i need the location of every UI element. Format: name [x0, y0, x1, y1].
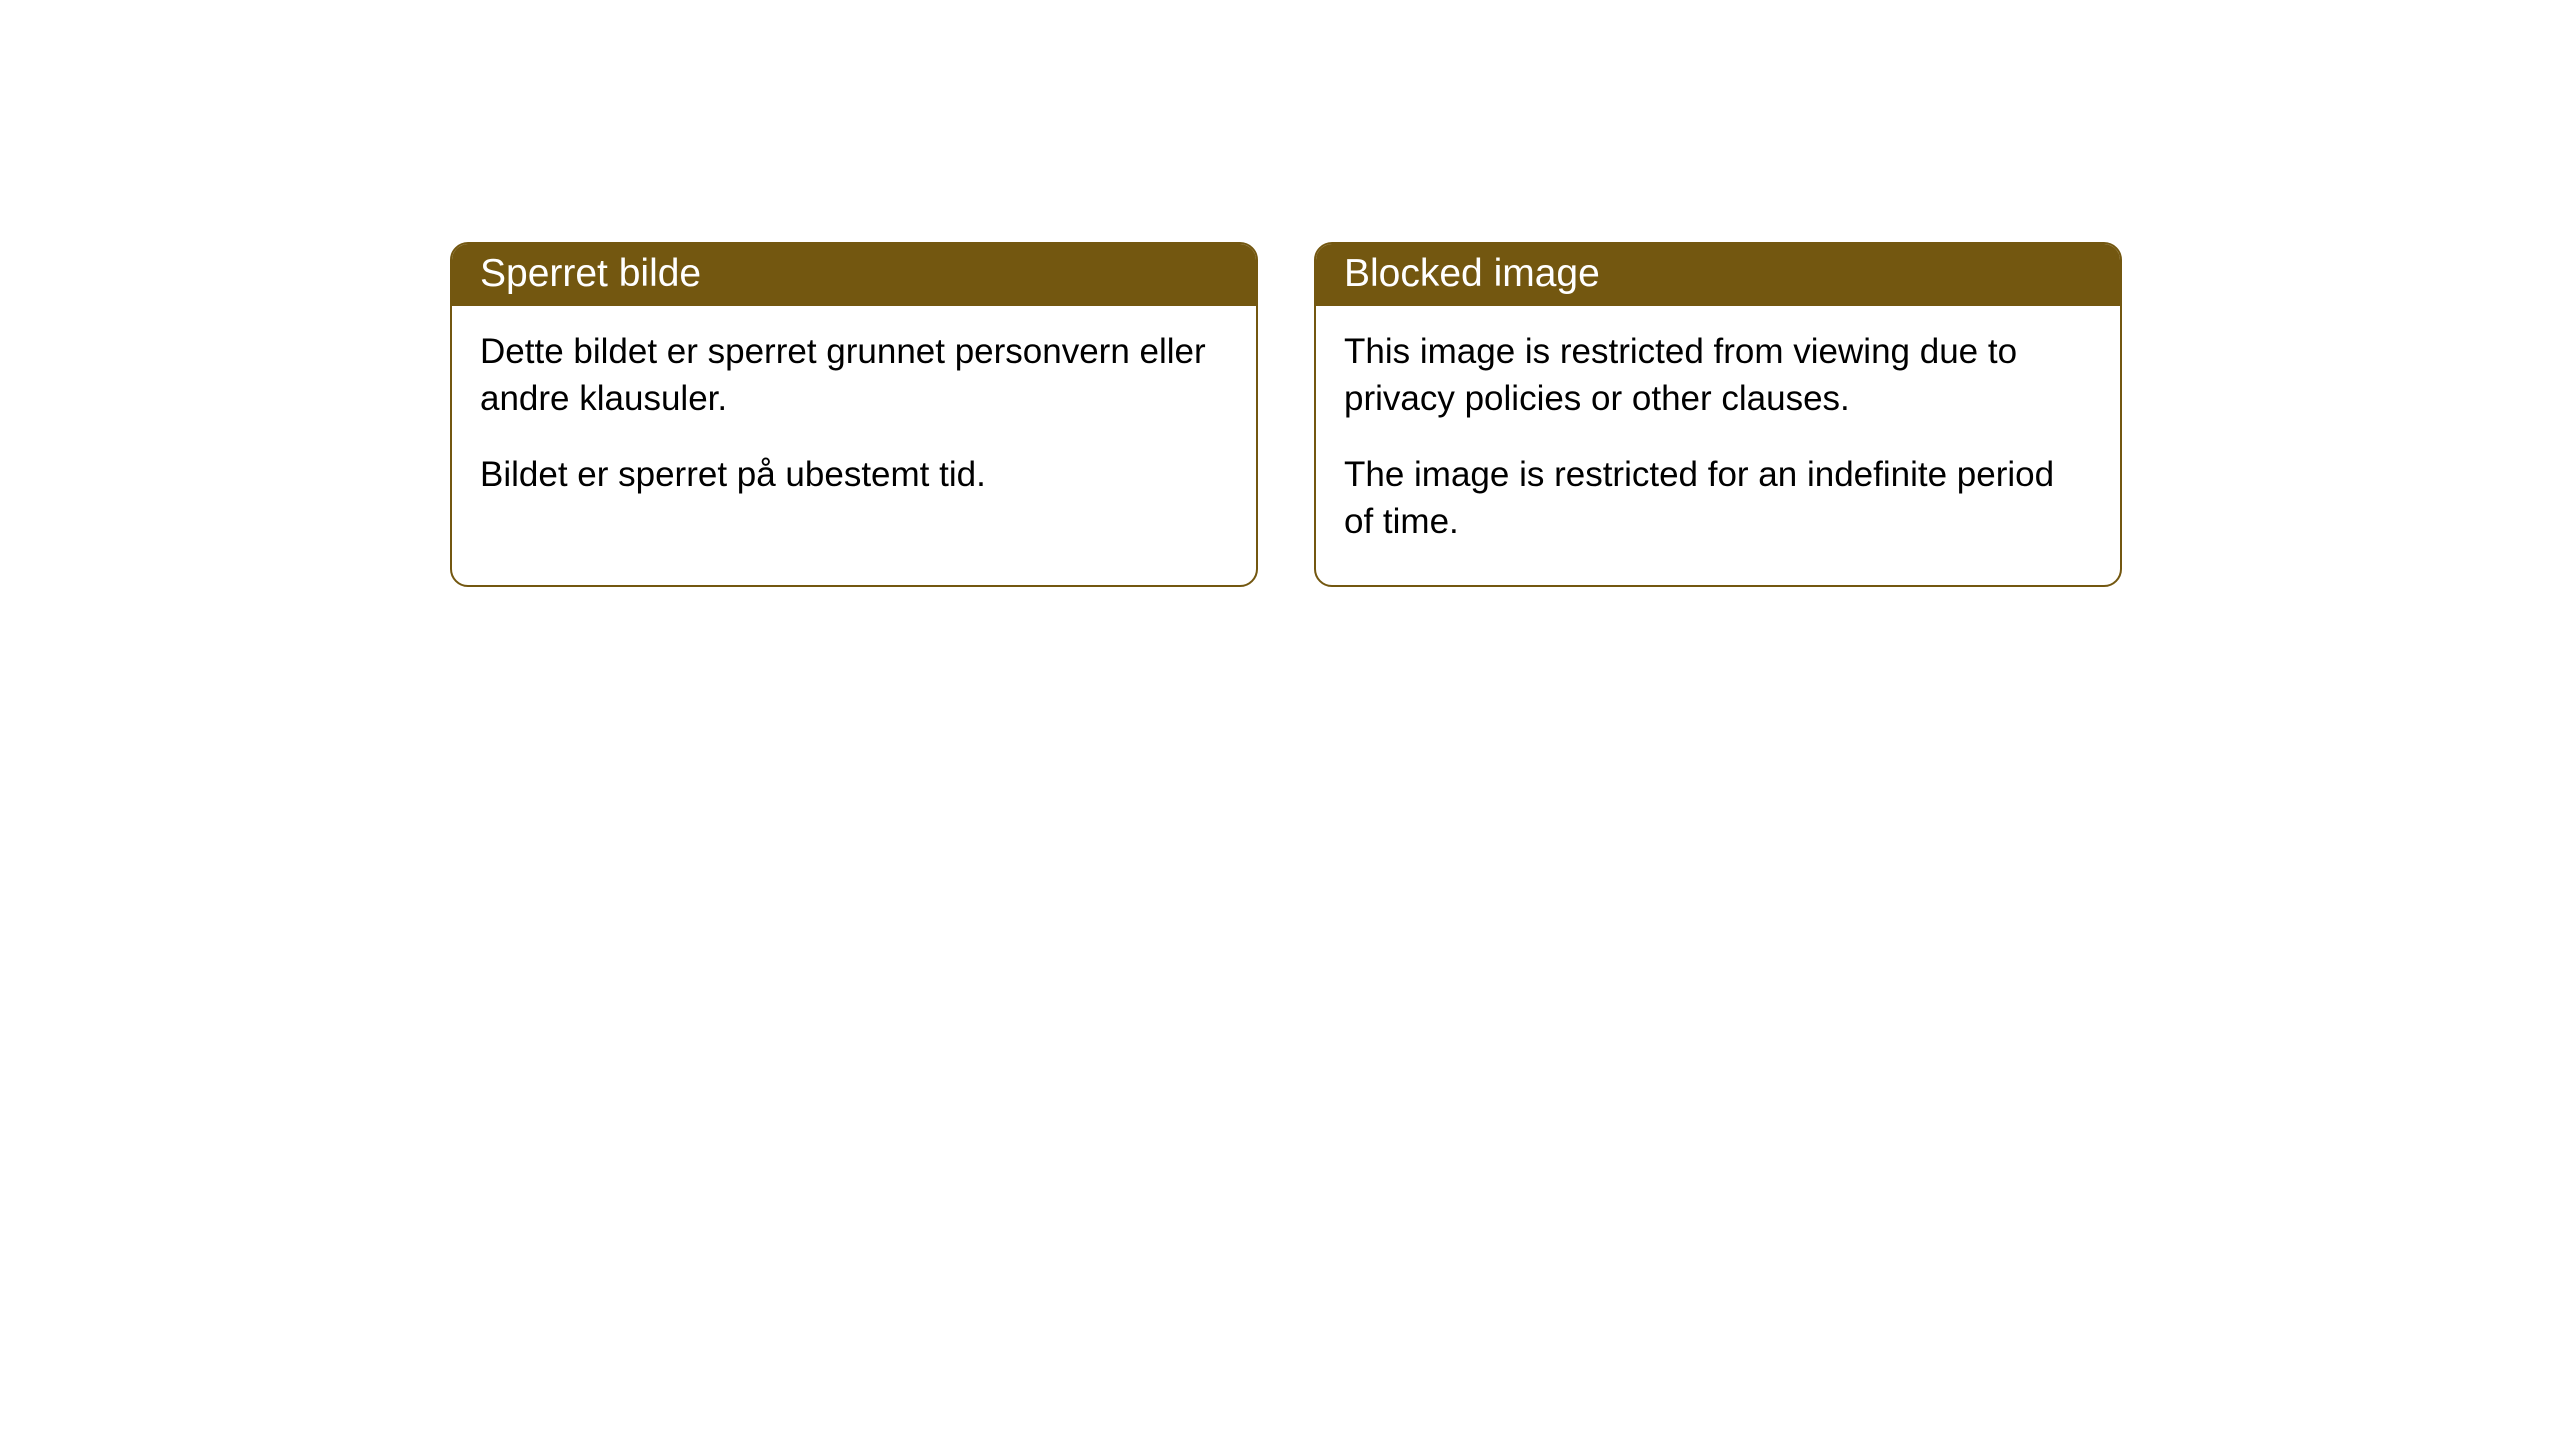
card-header-norwegian: Sperret bilde — [452, 244, 1256, 306]
card-text-1: Dette bildet er sperret grunnet personve… — [480, 328, 1228, 423]
card-norwegian: Sperret bilde Dette bildet er sperret gr… — [450, 242, 1258, 587]
card-body-english: This image is restricted from viewing du… — [1316, 306, 2120, 585]
card-text-1: This image is restricted from viewing du… — [1344, 328, 2092, 423]
card-header-english: Blocked image — [1316, 244, 2120, 306]
card-text-2: The image is restricted for an indefinit… — [1344, 451, 2092, 546]
cards-container: Sperret bilde Dette bildet er sperret gr… — [450, 242, 2122, 587]
card-english: Blocked image This image is restricted f… — [1314, 242, 2122, 587]
card-text-2: Bildet er sperret på ubestemt tid. — [480, 451, 1228, 498]
card-body-norwegian: Dette bildet er sperret grunnet personve… — [452, 306, 1256, 538]
